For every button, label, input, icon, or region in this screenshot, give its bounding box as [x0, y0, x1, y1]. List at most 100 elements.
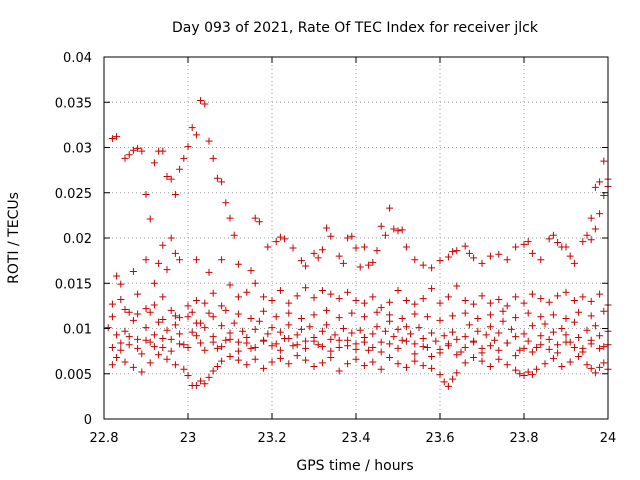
data-point — [167, 347, 175, 355]
data-point — [129, 146, 137, 154]
data-point — [146, 338, 154, 346]
data-point — [390, 225, 398, 233]
data-point — [587, 312, 595, 320]
data-point — [512, 352, 520, 360]
data-point — [398, 336, 406, 344]
data-point — [327, 347, 335, 355]
data-point — [171, 249, 179, 257]
data-point — [276, 328, 284, 336]
data-point — [524, 238, 532, 246]
data-point — [377, 304, 385, 312]
data-point — [251, 325, 259, 333]
data-point — [209, 338, 217, 346]
data-point — [129, 316, 137, 324]
data-point — [524, 309, 532, 317]
data-point — [251, 355, 259, 363]
data-point — [297, 325, 305, 333]
data-point — [596, 363, 604, 371]
data-point — [444, 340, 452, 348]
data-point — [167, 335, 175, 343]
data-point — [386, 298, 394, 306]
data-point — [247, 267, 255, 275]
data-point — [272, 313, 280, 321]
data-point — [600, 307, 608, 315]
data-point — [327, 290, 335, 298]
data-point — [478, 292, 486, 300]
data-point — [461, 359, 469, 367]
data-point — [213, 174, 221, 182]
data-point — [201, 380, 209, 388]
data-point — [402, 363, 410, 371]
data-point — [432, 337, 440, 345]
data-point — [163, 355, 171, 363]
data-point — [386, 204, 394, 212]
data-point — [184, 344, 192, 352]
data-point — [213, 344, 221, 352]
data-point — [205, 309, 213, 317]
data-point — [520, 372, 528, 380]
x-tick-label: 23 — [180, 431, 197, 446]
data-point — [436, 316, 444, 324]
y-tick-label: 0.01 — [63, 323, 92, 338]
data-point — [218, 302, 226, 310]
data-point — [356, 263, 364, 271]
x-tick-label: 24 — [600, 431, 617, 446]
data-point — [470, 300, 478, 308]
data-point — [600, 359, 608, 367]
data-point — [428, 285, 436, 293]
data-point — [570, 296, 578, 304]
data-point — [524, 337, 532, 345]
data-point — [272, 340, 280, 348]
data-point — [423, 313, 431, 321]
data-point — [444, 253, 452, 261]
data-point — [562, 315, 570, 323]
data-point — [188, 124, 196, 132]
y-tick-label: 0.015 — [55, 277, 92, 292]
data-point — [176, 314, 184, 322]
data-point — [428, 364, 436, 372]
data-point — [180, 365, 188, 373]
x-tick-label: 23.6 — [426, 431, 455, 446]
data-point — [176, 256, 184, 264]
data-point — [184, 302, 192, 310]
data-point — [167, 234, 175, 242]
data-point — [268, 296, 276, 304]
data-point — [276, 346, 284, 354]
data-point — [470, 337, 478, 345]
data-point — [318, 286, 326, 294]
data-point — [449, 248, 457, 256]
data-point — [478, 259, 486, 267]
data-point — [125, 151, 133, 159]
data-point — [281, 235, 289, 243]
data-point — [440, 332, 448, 340]
data-point — [285, 360, 293, 368]
data-point — [390, 333, 398, 341]
y-tick-label: 0.025 — [55, 187, 92, 202]
data-point — [226, 281, 234, 289]
data-point — [579, 293, 587, 301]
data-point — [197, 377, 205, 385]
y-tick-label: 0.03 — [63, 142, 92, 157]
data-point — [234, 260, 242, 268]
data-point — [222, 199, 230, 207]
data-point — [113, 353, 121, 361]
data-point — [117, 280, 125, 288]
data-point — [192, 332, 200, 340]
data-point — [474, 315, 482, 323]
data-point — [528, 348, 536, 356]
data-point — [583, 326, 591, 334]
data-point — [512, 366, 520, 374]
data-point — [461, 296, 469, 304]
data-point — [499, 307, 507, 315]
data-point — [310, 249, 318, 257]
data-point — [113, 272, 121, 280]
data-point — [335, 295, 343, 303]
data-point — [352, 296, 360, 304]
data-point — [495, 346, 503, 354]
data-point — [108, 134, 116, 142]
data-point — [369, 344, 377, 352]
data-point — [486, 342, 494, 350]
data-point — [352, 244, 360, 252]
data-point — [549, 231, 557, 239]
data-point — [293, 331, 301, 339]
